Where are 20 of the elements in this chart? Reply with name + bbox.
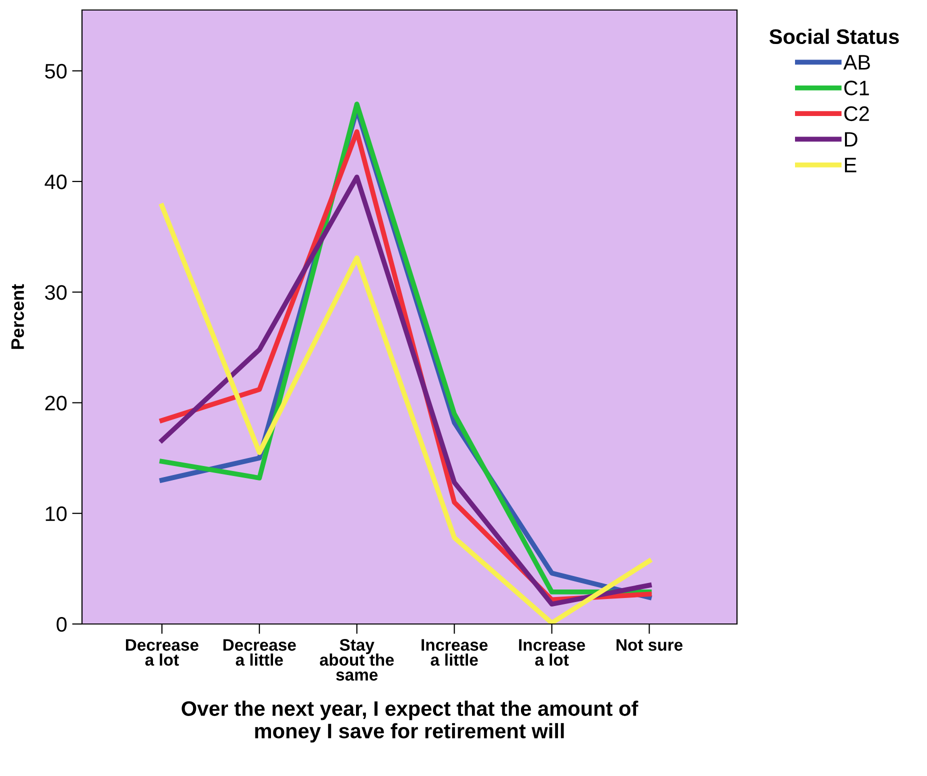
x-tick-label: Stay about the same	[320, 639, 394, 681]
y-tick-label: 40	[44, 174, 67, 190]
legend-label: E	[844, 158, 856, 172]
y-tick-label: 50	[45, 64, 67, 79]
x-tick-label: Increase a little	[422, 639, 488, 666]
legend-label: C1	[844, 80, 869, 96]
legend-label: C2	[844, 106, 869, 122]
y-tick-label: 20	[45, 396, 67, 410]
legend-label: AB	[843, 55, 870, 70]
x-tick-label: Decrease a little	[223, 639, 296, 666]
x-axis-title: Over the next year, I expect that the amount of money I save for retirement will	[182, 700, 638, 743]
y-tick-label: 0	[56, 617, 67, 632]
y-tick-label: 30	[45, 285, 67, 300]
legend-title: Social Status	[769, 28, 899, 44]
x-tick-label: Not sure	[616, 639, 683, 651]
legend-label: D	[844, 132, 858, 147]
x-tick-label: Decrease a lot	[126, 639, 198, 666]
y-tick-label: 10	[46, 506, 67, 522]
x-tick-label: Increase a lot	[519, 639, 586, 666]
y-axis-title: Percent	[11, 284, 24, 349]
